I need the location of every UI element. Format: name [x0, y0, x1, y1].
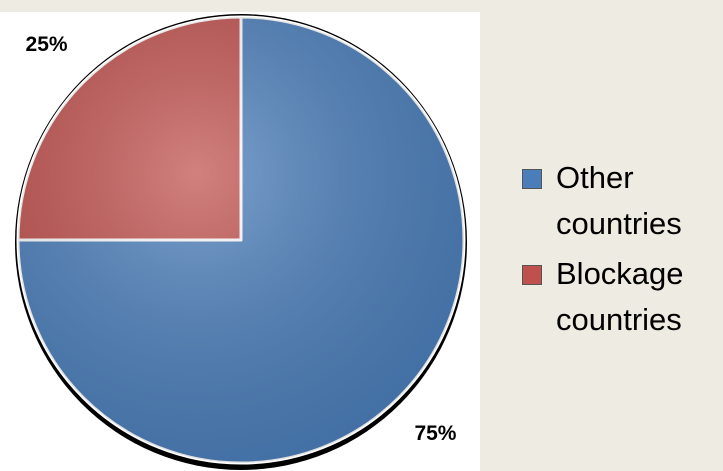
legend-swatch	[522, 169, 542, 189]
legend-label: Other countries	[556, 160, 682, 241]
legend-swatch	[522, 265, 542, 285]
labels: 75% 25%	[26, 33, 457, 445]
chart: 75% 25%	[0, 12, 480, 471]
data-label: 75%	[414, 422, 456, 445]
legend: Other countries Blockage countries	[522, 155, 722, 347]
legend-label: Blockage countries	[556, 256, 684, 337]
data-label: 25%	[26, 33, 68, 56]
slices	[16, 15, 466, 465]
legend-entry: Other countries	[522, 155, 722, 247]
legend-entry: Blockage countries	[522, 251, 722, 343]
